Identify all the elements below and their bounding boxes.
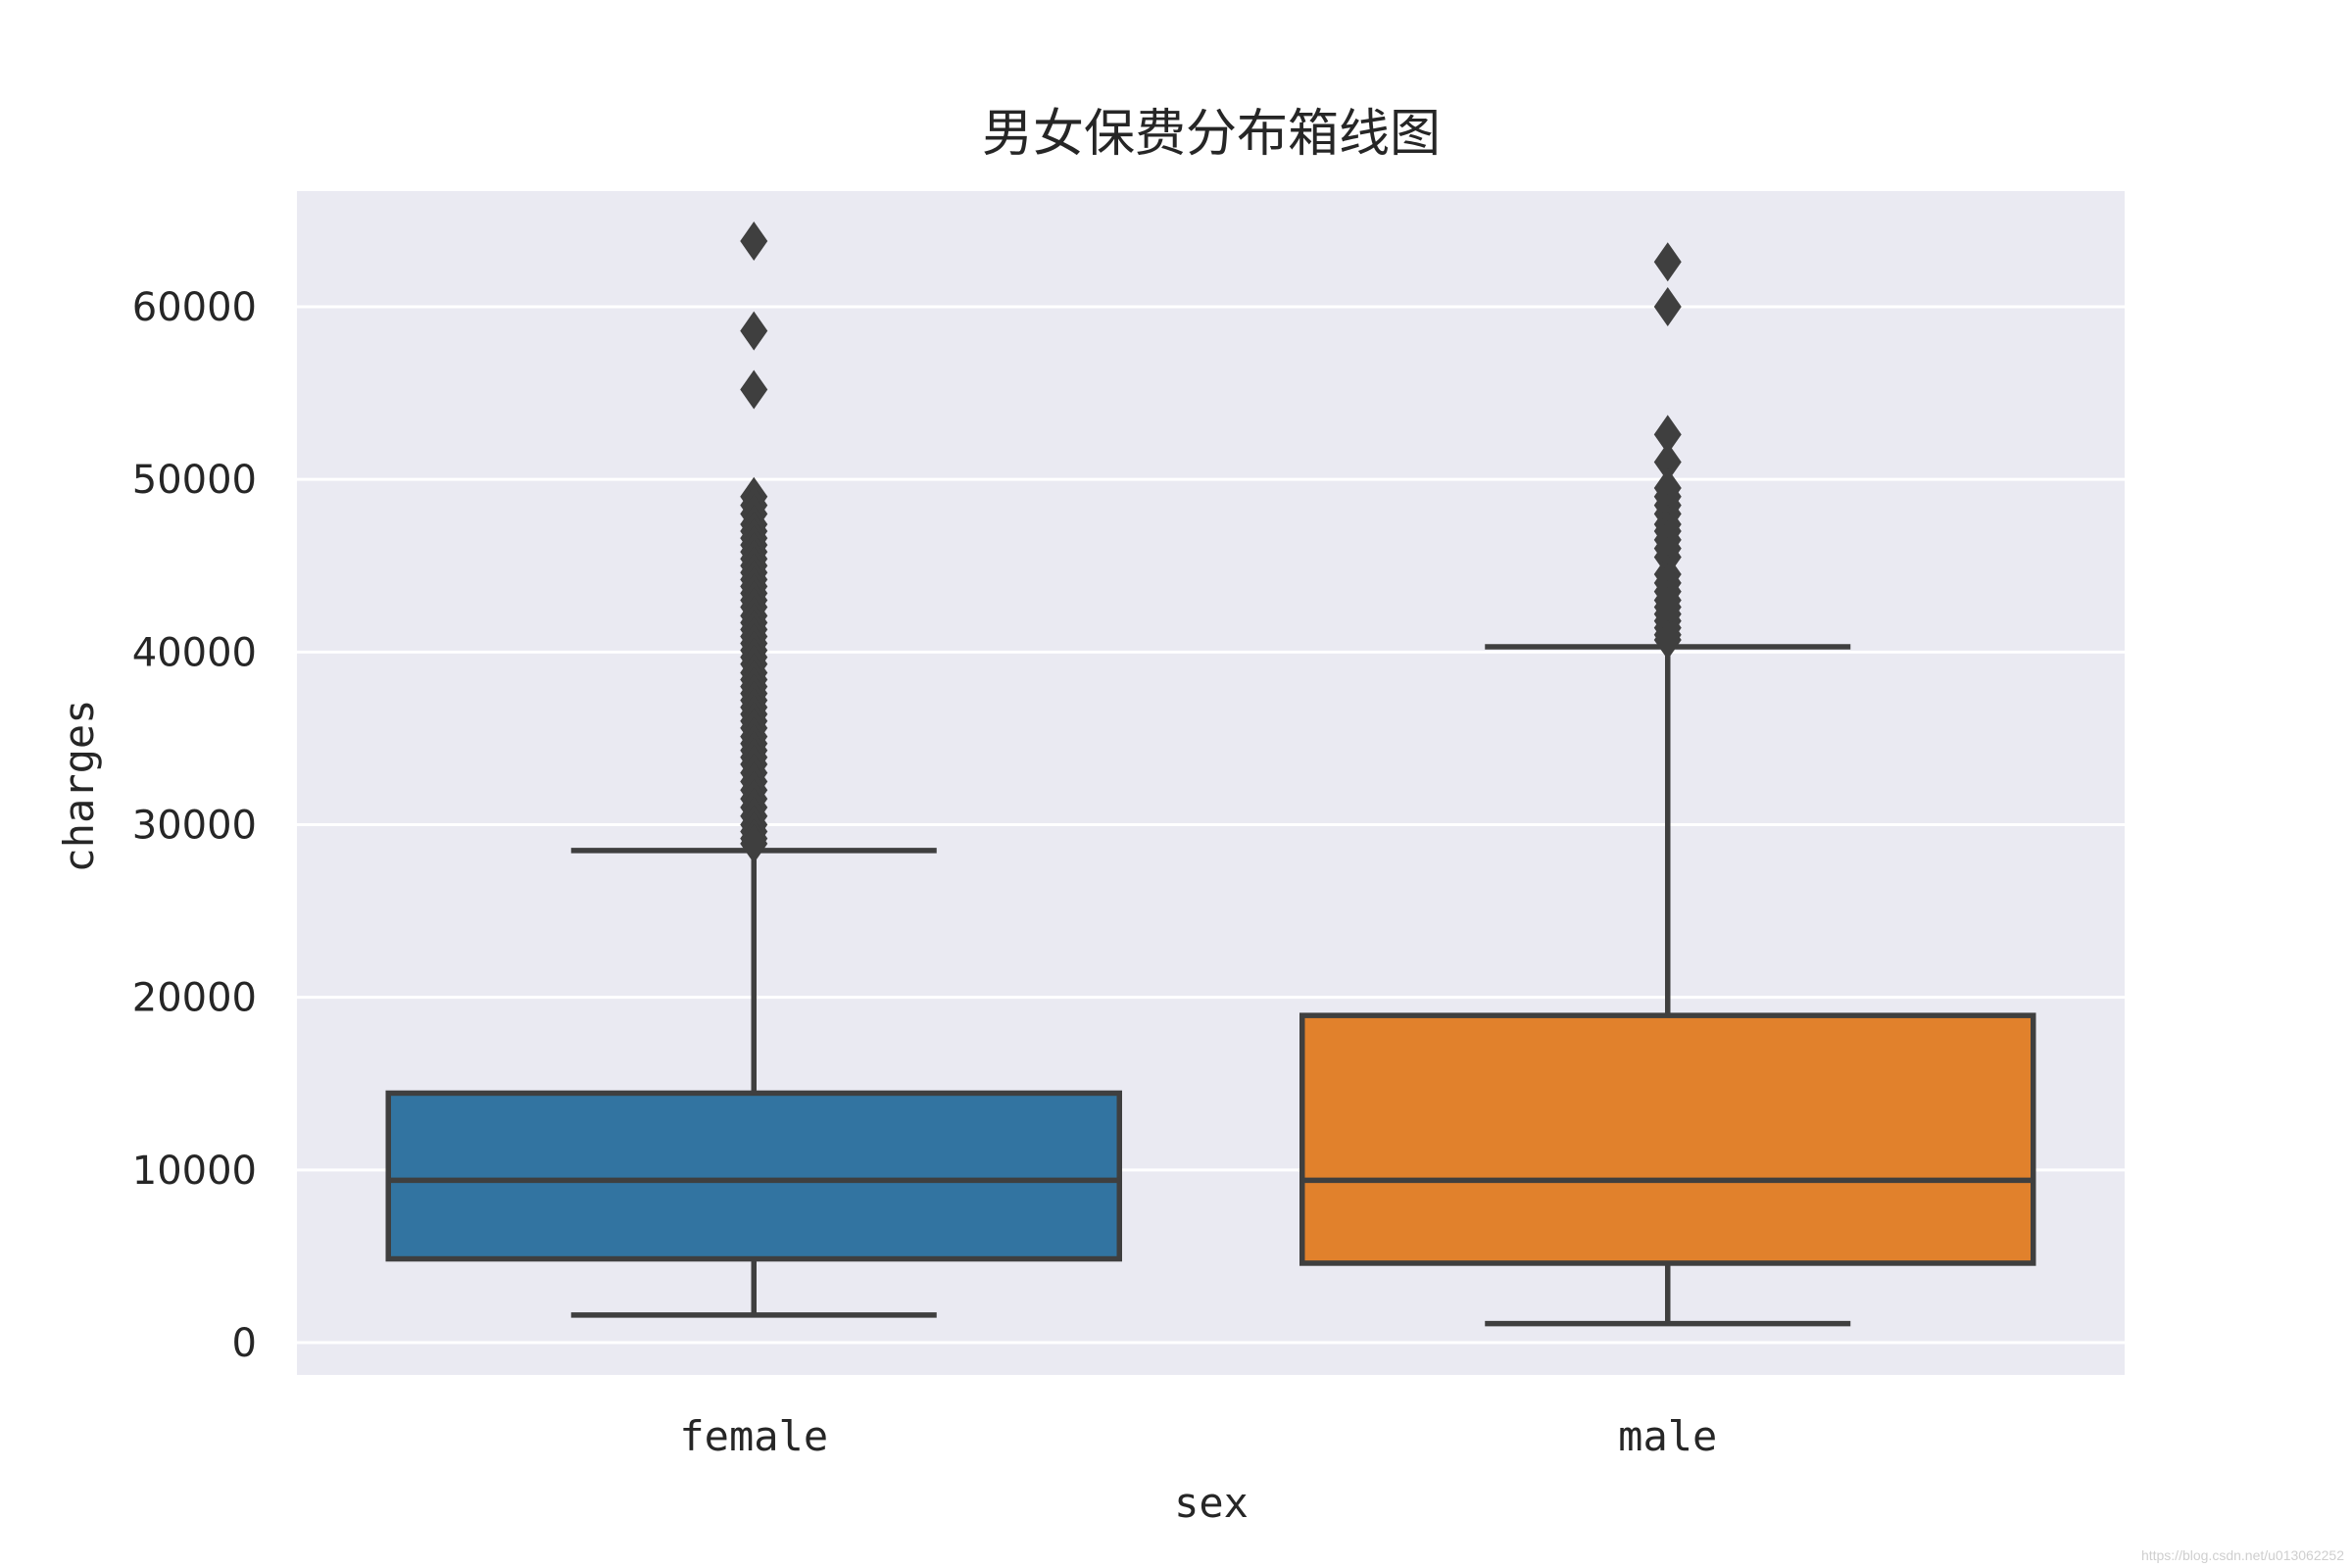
outlier-male-3 <box>1653 442 1682 482</box>
outlier-male-0 <box>1653 242 1682 282</box>
outlier-female-0 <box>740 221 768 262</box>
chart-title: 男女保费分布箱线图 <box>982 105 1441 164</box>
x-tick-male: male <box>1618 1412 1717 1460</box>
outlier-female-50 <box>740 823 768 863</box>
y-tick-30000: 30000 <box>132 804 257 849</box>
outlier-female-1 <box>740 311 768 351</box>
y-tick-60000: 60000 <box>132 285 257 330</box>
outliers <box>740 221 1682 863</box>
iqr-box-female <box>385 1090 1122 1262</box>
outlier-male-2 <box>1653 415 1682 455</box>
y-tick-40000: 40000 <box>132 630 257 675</box>
x-axis-label: sex <box>1174 1479 1249 1527</box>
y-tick-10000: 10000 <box>132 1149 257 1194</box>
outlier-male-1 <box>1653 287 1682 326</box>
y-tick-20000: 20000 <box>132 976 257 1021</box>
outlier-female-2 <box>740 369 768 410</box>
iqr-box-male <box>1299 1012 2036 1266</box>
y-tick-labels: 0 10000 20000 30000 40000 50000 60000 <box>132 285 257 1366</box>
watermark-text: https://blog.csdn.net/u013062252 <box>2141 1547 2344 1563</box>
y-axis-label: charges <box>55 699 103 872</box>
outlier-male-22 <box>1653 620 1682 661</box>
x-tick-female: female <box>679 1412 828 1460</box>
y-tick-0: 0 <box>232 1321 257 1366</box>
x-tick-labels: female male <box>679 1412 1717 1460</box>
y-tick-50000: 50000 <box>132 458 257 503</box>
